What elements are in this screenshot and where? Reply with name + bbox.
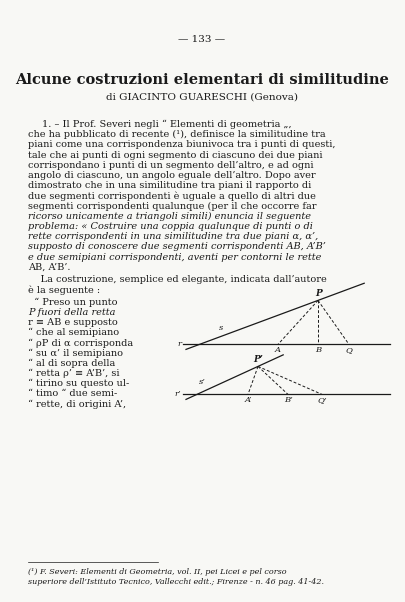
Text: B’: B’ xyxy=(284,396,292,405)
Text: — 133 —: — 133 — xyxy=(179,36,226,45)
Text: supposto di conoscere due segmenti corrispondenti AB, A’B’: supposto di conoscere due segmenti corri… xyxy=(28,243,326,252)
Text: r: r xyxy=(177,340,181,349)
Text: 1. – Il Prof. Severi negli “ Elementi di geometria „,: 1. – Il Prof. Severi negli “ Elementi di… xyxy=(42,120,292,129)
Text: s: s xyxy=(218,324,223,332)
Text: “ tirino su questo ul-: “ tirino su questo ul- xyxy=(28,379,129,388)
Text: superiore dell’Istituto Tecnico, Vallecchi edit.; Firenze - n. 46 pag. 41-42.: superiore dell’Istituto Tecnico, Vallecc… xyxy=(28,577,324,586)
Text: AB, A’B’.: AB, A’B’. xyxy=(28,263,70,272)
Text: “ rette, di origini A’,: “ rette, di origini A’, xyxy=(28,399,126,409)
Text: tale che ai punti di ogni segmento di ciascuno dei due piani: tale che ai punti di ogni segmento di ci… xyxy=(28,150,322,160)
Text: è la seguente :: è la seguente : xyxy=(28,285,100,295)
Text: r ≡ AB e supposto: r ≡ AB e supposto xyxy=(28,318,118,327)
Text: piani come una corrispondenza biunivoca tra i punti di questi,: piani come una corrispondenza biunivoca … xyxy=(28,140,335,149)
Text: ricorso unicamente a triangoli simili) enuncia il seguente: ricorso unicamente a triangoli simili) e… xyxy=(28,212,311,221)
Text: Alcune costruzioni elementari di similitudine: Alcune costruzioni elementari di similit… xyxy=(15,73,389,87)
Text: “ ρP di α corrisponda: “ ρP di α corrisponda xyxy=(28,338,133,347)
Text: “ timo “ due semi-: “ timo “ due semi- xyxy=(28,389,117,398)
Text: Q’: Q’ xyxy=(317,396,327,405)
Text: “ su α’ il semipiano: “ su α’ il semipiano xyxy=(28,349,123,358)
Text: e due semipiani corrispondenti, aventi per contorni le rette: e due semipiani corrispondenti, aventi p… xyxy=(28,253,322,262)
Text: P fuori della retta: P fuori della retta xyxy=(28,308,115,317)
Text: P: P xyxy=(315,290,322,299)
Text: Q: Q xyxy=(345,346,352,355)
Text: corrispondano i punti di un segmento dell’altro, e ad ogni: corrispondano i punti di un segmento del… xyxy=(28,161,313,170)
Text: P’: P’ xyxy=(253,355,263,364)
Text: rette corrispondenti in una similitudine tra due piani α, α’,: rette corrispondenti in una similitudine… xyxy=(28,232,318,241)
Text: B: B xyxy=(315,346,321,355)
Text: “ che al semipiano: “ che al semipiano xyxy=(28,328,119,337)
Text: A’: A’ xyxy=(244,396,252,405)
Text: angolo di ciascuno, un angolo eguale dell’altro. Dopo aver: angolo di ciascuno, un angolo eguale del… xyxy=(28,171,315,180)
Text: A: A xyxy=(275,346,281,355)
Text: (¹) F. Severi: Elementi di Geometria, vol. II, pei Licei e pel corso: (¹) F. Severi: Elementi di Geometria, vo… xyxy=(28,568,287,576)
Text: dimostrato che in una similitudine tra piani il rapporto di: dimostrato che in una similitudine tra p… xyxy=(28,181,311,190)
Text: r’: r’ xyxy=(175,391,181,399)
Text: s’: s’ xyxy=(199,379,206,386)
Text: che ha pubblicato di recente (¹), definisce la similitudine tra: che ha pubblicato di recente (¹), defini… xyxy=(28,130,326,139)
Text: problema: « Costruire una coppia qualunque di punti o di: problema: « Costruire una coppia qualunq… xyxy=(28,222,313,231)
Text: “ al di sopra della: “ al di sopra della xyxy=(28,359,115,368)
Text: “ retta ρ’ ≡ A’B’, si: “ retta ρ’ ≡ A’B’, si xyxy=(28,369,119,378)
Text: due segmenti corrispondenti è uguale a quello di altri due: due segmenti corrispondenti è uguale a q… xyxy=(28,191,316,201)
Text: segmenti corrispondenti qualunque (per il che occorre far: segmenti corrispondenti qualunque (per i… xyxy=(28,202,316,211)
Text: “ Preso un punto: “ Preso un punto xyxy=(28,297,117,307)
Text: di GIACINTO GUARESCHI (Genova): di GIACINTO GUARESCHI (Genova) xyxy=(106,93,298,102)
Text: La costruzione, semplice ed elegante, indicata dall’autore: La costruzione, semplice ed elegante, in… xyxy=(28,275,327,284)
